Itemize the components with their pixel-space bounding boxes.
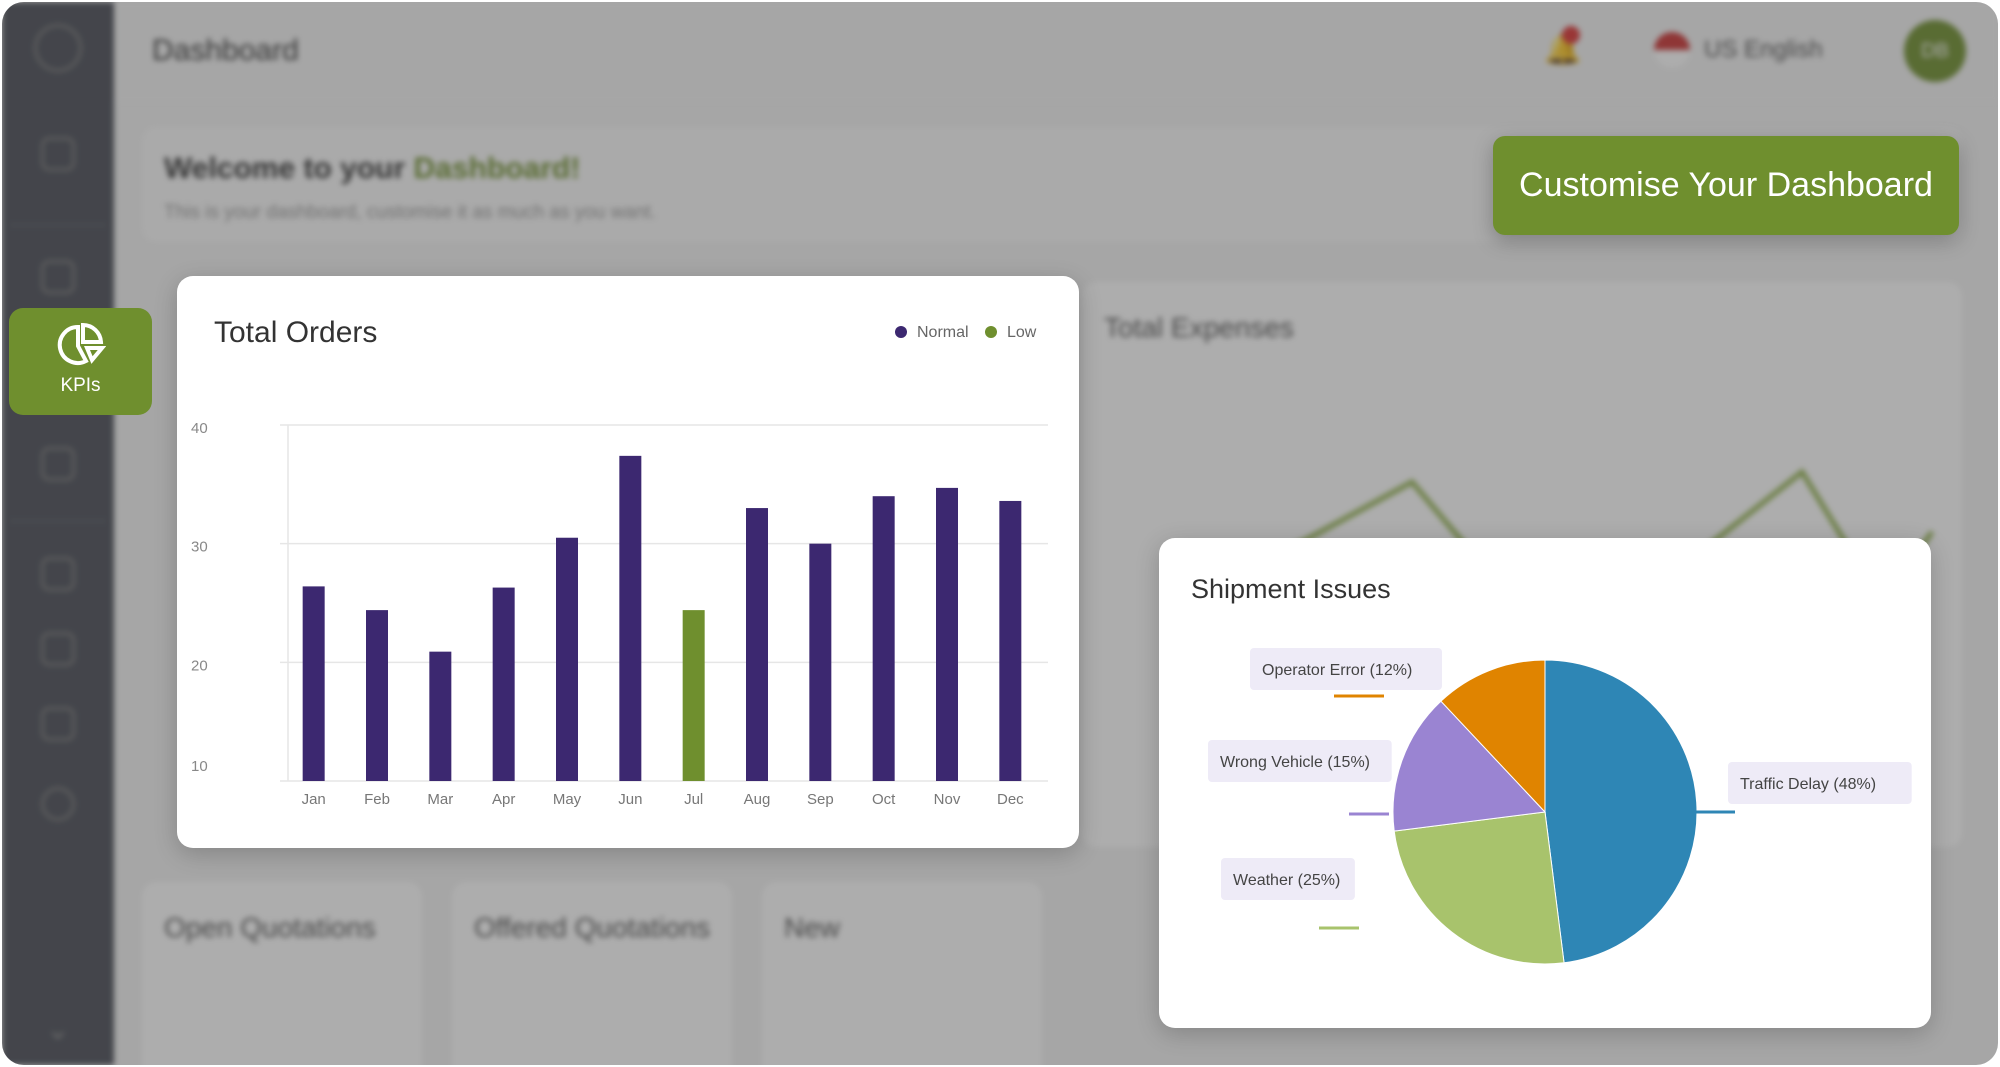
sidebar-item-network[interactable] <box>2 632 114 666</box>
y-tick-label: 20 <box>191 657 208 674</box>
bar-jun <box>619 455 642 781</box>
bar-jul <box>682 610 705 781</box>
slice-label: Wrong Vehicle (15%) <box>1220 754 1370 771</box>
new-card: New <box>762 882 1042 1065</box>
language-selector[interactable]: US English <box>1704 36 1823 63</box>
card-title: Total Expenses <box>1104 312 1294 343</box>
pie-slice <box>1440 659 1546 814</box>
pie-slice <box>1393 811 1565 965</box>
x-tick-label: Oct <box>872 791 896 808</box>
home-icon <box>41 260 75 294</box>
x-tick-label: Dec <box>997 791 1024 808</box>
bar-sep <box>809 543 832 781</box>
slice-label-box <box>1728 762 1912 804</box>
bar-feb <box>366 610 388 781</box>
x-tick-label: May <box>553 791 582 808</box>
chevron-down-icon[interactable]: ⌄ <box>45 1013 71 1046</box>
x-tick-label: Apr <box>492 791 515 808</box>
sidebar: ⌄ <box>2 2 114 1065</box>
us-flag-icon <box>1654 32 1690 68</box>
sidebar-item-admin[interactable] <box>2 707 114 741</box>
x-tick-label: Jul <box>684 791 703 808</box>
bar-apr <box>492 587 515 781</box>
building-icon <box>41 557 75 591</box>
y-tick-label: 40 <box>191 420 208 437</box>
bar-may <box>556 537 578 781</box>
welcome-subtitle: This is your dashboard, customise it as … <box>164 202 657 223</box>
header: Dashboard 🔔 US English DB <box>114 2 1998 102</box>
customise-dashboard-button[interactable]: Customise Your Dashboard <box>1493 136 1959 235</box>
sidebar-item-hub[interactable] <box>2 447 114 481</box>
chart-title: Shipment Issues <box>1191 574 1391 604</box>
booking-icon <box>41 137 75 171</box>
sidebar-item-kpis[interactable]: KPIs <box>9 308 152 415</box>
legend-low: Low <box>985 324 1036 342</box>
slice-label-box <box>1208 740 1392 782</box>
x-tick-label: Nov <box>934 791 961 808</box>
sidebar-item-home[interactable] <box>2 260 114 294</box>
legend-normal: Normal <box>895 324 969 342</box>
x-tick-label: Jun <box>618 791 642 808</box>
sidebar-item-booking[interactable] <box>2 137 114 171</box>
bar-oct <box>872 496 895 781</box>
welcome-title: Welcome to your Dashboard! <box>164 152 581 185</box>
slice-label: Traffic Delay (48%) <box>1740 776 1876 793</box>
slice-label-box <box>1250 648 1442 690</box>
kpis-label: KPIs <box>60 375 101 396</box>
open-quotations-card: Open Quotations <box>142 882 422 1065</box>
pie-chart: Traffic Delay (48%) Weather (25%) Wrong Ve… <box>1208 648 1912 965</box>
bar-nov <box>936 487 958 781</box>
logo-icon <box>2 24 114 72</box>
sidebar-item-settings[interactable] <box>2 787 114 821</box>
x-tick-label: Mar <box>427 791 453 808</box>
shipment-issues-card: Shipment Issues Traffic Delay (48%) Weath… <box>1159 538 1931 1028</box>
y-tick-label: 10 <box>191 758 208 775</box>
x-tick-label: Sep <box>807 791 834 808</box>
sidebar-item-enterprise[interactable] <box>2 557 114 591</box>
notification-badge <box>1562 26 1580 44</box>
chart-title: Total Orders <box>214 316 378 349</box>
page-title: Dashboard <box>152 34 299 67</box>
admin-icon <box>41 707 75 741</box>
pie-slice <box>1544 659 1698 964</box>
x-tick-label: Jan <box>302 791 326 808</box>
bar-dec <box>999 500 1022 781</box>
bar-mar <box>429 651 452 781</box>
slice-label-box <box>1221 858 1355 900</box>
cloud-icon <box>41 447 75 481</box>
gear-icon <box>41 787 75 821</box>
bar-aug <box>746 508 768 781</box>
pie-chart-icon <box>57 322 106 365</box>
avatar[interactable]: DB <box>1904 20 1966 82</box>
pie-slice <box>1392 700 1547 832</box>
y-tick-label: 30 <box>191 539 208 556</box>
slice-label: Operator Error (12%) <box>1262 662 1412 679</box>
bar-chart: 10 20 30 40 Jan Feb Mar Apr May Jun Jul Aug Sep Oct No… <box>191 420 1048 808</box>
offered-quotations-card: Offered Quotations <box>452 882 732 1065</box>
bar-jan <box>302 586 325 781</box>
document-icon <box>41 632 75 666</box>
x-tick-label: Feb <box>364 791 390 808</box>
x-tick-label: Aug <box>744 791 771 808</box>
slice-label: Weather (25%) <box>1233 872 1340 889</box>
total-orders-card: Total Orders Normal Low 10 20 30 40 Jan Feb Ma… <box>177 276 1079 848</box>
